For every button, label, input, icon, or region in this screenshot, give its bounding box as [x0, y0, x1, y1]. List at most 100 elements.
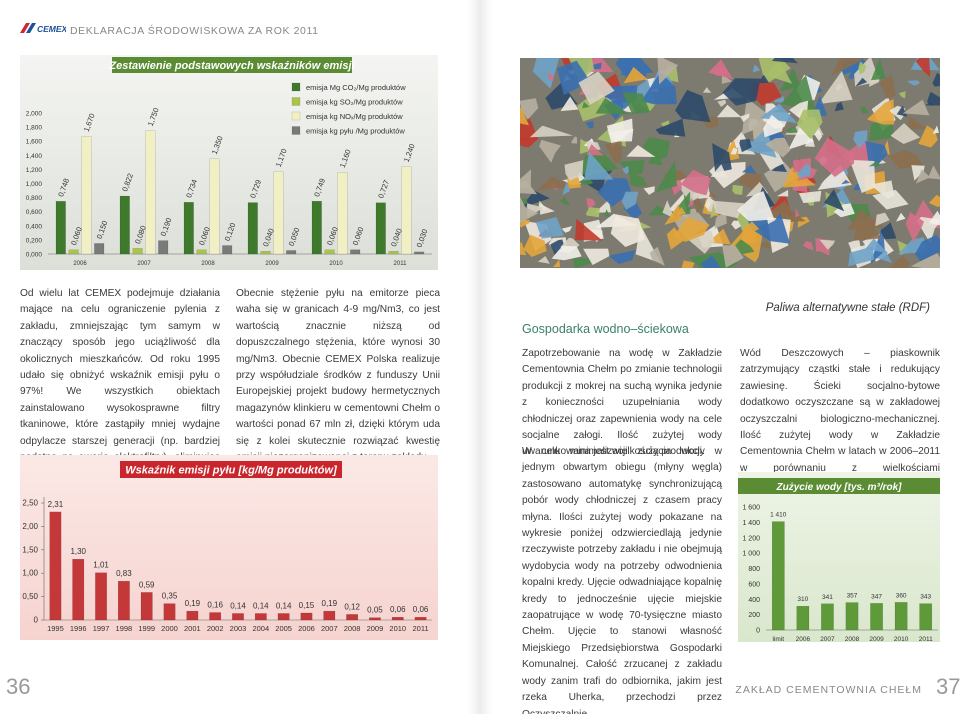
chart-background	[738, 472, 940, 642]
x-tick-label: 2007	[820, 636, 835, 642]
photo-fragment	[896, 105, 908, 117]
photo-fragment	[902, 99, 930, 116]
title-bar	[120, 461, 342, 478]
bar	[286, 250, 297, 255]
photo-fragment	[888, 149, 924, 169]
photo-fragment	[765, 137, 791, 158]
bar	[337, 172, 348, 255]
y-tick-label: 0,50	[22, 592, 38, 601]
photo-fragment	[731, 220, 741, 230]
bar	[196, 249, 207, 255]
bar	[140, 592, 153, 621]
photo-fragment	[717, 99, 727, 107]
y-tick-label: 0	[756, 628, 760, 635]
value-label: 0,14	[276, 601, 292, 610]
photo-fragment	[584, 151, 614, 180]
x-tick-label: 1997	[93, 624, 110, 633]
photo-fragment	[796, 164, 811, 178]
photo-fragment	[608, 250, 636, 264]
value-label: 0,06	[390, 605, 406, 614]
x-tick-label: 2007	[321, 624, 338, 633]
y-tick-label: 0,600	[26, 209, 43, 216]
photo-fragment	[802, 241, 814, 251]
photo-fragment	[737, 191, 775, 222]
paragraph: Zapotrzebowanie na wodę w Zakładzie Ceme…	[522, 348, 722, 458]
value-label: 0,16	[207, 601, 223, 610]
bar	[232, 613, 244, 621]
photo-fragment	[626, 145, 656, 157]
y-tick-label: 600	[748, 581, 760, 588]
photo-fragment	[927, 165, 940, 180]
y-tick-label: 0,400	[26, 223, 43, 230]
value-label: 0,19	[185, 599, 201, 608]
photo-fragment	[911, 165, 925, 181]
header-title: DEKLARACJA ŚRODOWISKOWA ZA ROK 2011	[70, 25, 319, 37]
photo-fragment	[709, 191, 719, 198]
x-tick-label: limit	[773, 636, 785, 642]
bar	[845, 602, 859, 631]
bar	[49, 511, 62, 621]
photo-fragment	[687, 197, 694, 208]
photo-fragment	[888, 255, 910, 268]
photo-fragment	[853, 130, 868, 149]
bar	[55, 201, 66, 255]
chart-title: Wskaźnik emisji pyłu [kg/Mg produktów]	[125, 465, 337, 477]
bar	[870, 603, 883, 631]
bar	[117, 580, 130, 621]
value-label: 343	[920, 594, 931, 601]
photo-fragment	[535, 217, 564, 239]
x-tick-label: 1998	[116, 624, 133, 633]
x-tick-label: 2008	[201, 261, 215, 267]
chart: Wskaźnik emisji pyłu [kg/Mg produktów] 0 0…	[20, 455, 438, 640]
value-label: 0,35	[162, 592, 178, 601]
y-tick-label: 2,000	[26, 111, 43, 118]
photo-fragment	[622, 165, 629, 175]
photo-fragment	[551, 246, 582, 261]
chart: Zużycie wody [tys. m³/rok] 0 200 400 600 800 1…	[738, 472, 940, 642]
photo-fragment	[896, 212, 906, 222]
photo-fragment	[710, 164, 728, 178]
photo-fragment	[662, 200, 675, 219]
y-tick-label: 1,200	[26, 167, 43, 174]
photo-fragment	[877, 159, 887, 165]
photo-fragment	[833, 203, 855, 218]
photo-fragment	[846, 209, 885, 230]
photo-fragment	[605, 140, 622, 165]
bar	[388, 250, 399, 255]
x-tick-label: 2004	[252, 624, 269, 633]
value-label: 347	[871, 593, 882, 600]
photo-fragment	[560, 96, 579, 112]
bar	[222, 245, 233, 255]
y-tick-label: 0,200	[26, 237, 43, 244]
photo-fragment	[574, 218, 603, 241]
photo-fragment	[571, 136, 578, 144]
photo-fragment	[758, 240, 771, 249]
photo-fragment	[915, 169, 931, 184]
photo-fragment	[754, 212, 791, 244]
photo-fragment	[547, 72, 555, 81]
photo-fragment	[742, 164, 757, 174]
photo-fragment	[741, 98, 777, 135]
value-label: 0,15	[299, 601, 315, 610]
legend-swatch	[291, 97, 301, 106]
section-heading: Gospodarka wodno–ściekowa	[522, 322, 689, 336]
bar	[324, 249, 335, 255]
photo-fragment	[866, 99, 895, 125]
photo-fragment	[910, 252, 940, 268]
y-tick-label: 1,50	[22, 545, 38, 554]
value-label: 360	[896, 592, 907, 599]
y-tick-label: 1 200	[742, 535, 760, 542]
photo-fragment	[621, 191, 639, 210]
y-tick-label: 2,50	[22, 499, 38, 508]
photo-fragment	[928, 210, 940, 226]
photo-fragment	[869, 120, 894, 141]
photo-fragment	[875, 212, 890, 227]
paragraph: Obecnie stężenie pyłu na emitorze pieca …	[236, 288, 440, 463]
photo-fragment	[700, 255, 722, 268]
photo-fragment	[706, 200, 745, 219]
photo-fragment	[796, 109, 823, 140]
x-tick-label: 2008	[845, 636, 860, 642]
photo-fragment	[927, 91, 940, 106]
value-label: 1,30	[70, 547, 86, 556]
photo-fragment	[560, 196, 571, 206]
